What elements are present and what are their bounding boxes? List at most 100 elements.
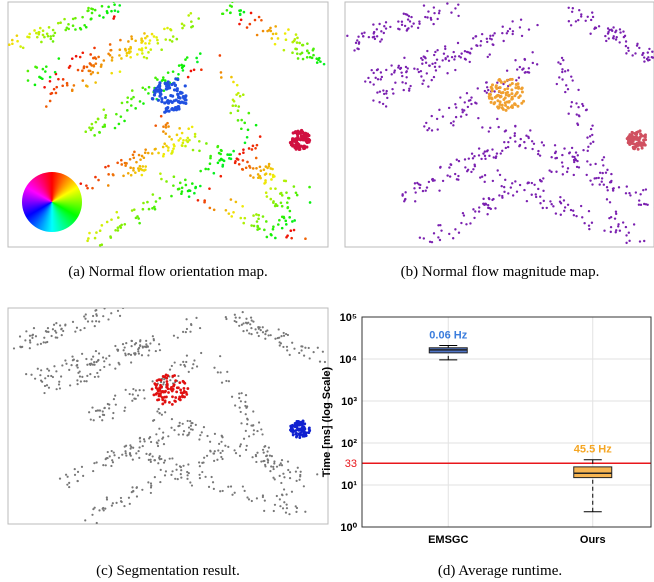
point: [610, 226, 612, 228]
point: [237, 92, 240, 95]
point: [514, 132, 516, 134]
point: [109, 235, 112, 238]
point: [282, 216, 285, 219]
point: [513, 102, 516, 105]
point: [139, 165, 142, 168]
point: [174, 84, 177, 87]
point: [141, 174, 144, 177]
point: [246, 136, 249, 139]
point: [492, 44, 494, 46]
point: [587, 146, 589, 148]
point: [191, 182, 194, 185]
point: [405, 76, 407, 78]
point: [438, 189, 440, 191]
point: [111, 305, 113, 307]
point: [145, 345, 147, 347]
point: [142, 445, 144, 447]
point: [99, 369, 101, 371]
point: [192, 149, 195, 152]
point: [246, 445, 248, 447]
point: [220, 441, 222, 443]
point: [426, 50, 428, 52]
point: [385, 92, 387, 94]
point: [486, 150, 488, 152]
point: [195, 424, 197, 426]
point: [407, 18, 409, 20]
point: [561, 161, 563, 163]
point: [129, 50, 132, 53]
point: [561, 154, 563, 156]
point: [625, 234, 627, 236]
point: [159, 384, 162, 387]
point: [103, 124, 106, 127]
point: [148, 454, 150, 456]
point: [507, 30, 509, 32]
point: [90, 358, 92, 360]
point: [258, 421, 260, 423]
point: [49, 80, 52, 83]
point: [386, 97, 388, 99]
point: [242, 148, 245, 151]
point: [266, 450, 268, 452]
point: [291, 144, 294, 147]
point: [473, 155, 475, 157]
point: [170, 427, 172, 429]
point: [282, 507, 284, 509]
point: [190, 70, 193, 73]
point: [246, 161, 249, 164]
point: [172, 184, 175, 187]
point: [428, 181, 430, 183]
point: [442, 180, 444, 182]
point: [207, 168, 210, 171]
point: [74, 468, 76, 470]
point: [497, 169, 499, 171]
point: [47, 331, 49, 333]
point: [589, 179, 591, 181]
point: [382, 103, 384, 105]
point: [420, 75, 422, 77]
point: [603, 230, 605, 232]
point: [571, 11, 573, 13]
point: [47, 35, 50, 38]
point: [312, 54, 315, 57]
point: [280, 335, 282, 337]
point: [79, 329, 81, 331]
point: [555, 212, 557, 214]
point: [77, 471, 79, 473]
point: [298, 42, 301, 45]
point: [46, 32, 49, 35]
point: [56, 388, 58, 390]
point: [272, 33, 275, 36]
point: [272, 477, 274, 479]
point: [157, 99, 160, 102]
point: [83, 380, 85, 382]
point: [88, 232, 91, 235]
point: [139, 339, 141, 341]
point: [137, 350, 139, 352]
point: [619, 230, 621, 232]
point: [419, 237, 421, 239]
point: [94, 9, 97, 12]
point: [361, 32, 363, 34]
point: [486, 91, 488, 93]
point: [81, 353, 83, 355]
point: [456, 159, 458, 161]
point: [93, 462, 95, 464]
point: [232, 104, 235, 107]
point: [57, 78, 60, 81]
point: [61, 364, 63, 366]
point: [491, 148, 493, 150]
point: [511, 20, 513, 22]
point: [219, 54, 222, 57]
point: [113, 451, 115, 453]
point: [175, 391, 178, 394]
point: [256, 226, 259, 229]
point: [167, 391, 170, 394]
point: [175, 463, 177, 465]
point: [626, 137, 629, 140]
point: [106, 10, 109, 13]
point: [165, 107, 168, 110]
point: [230, 5, 233, 8]
point: [151, 33, 154, 36]
point: [304, 431, 307, 434]
